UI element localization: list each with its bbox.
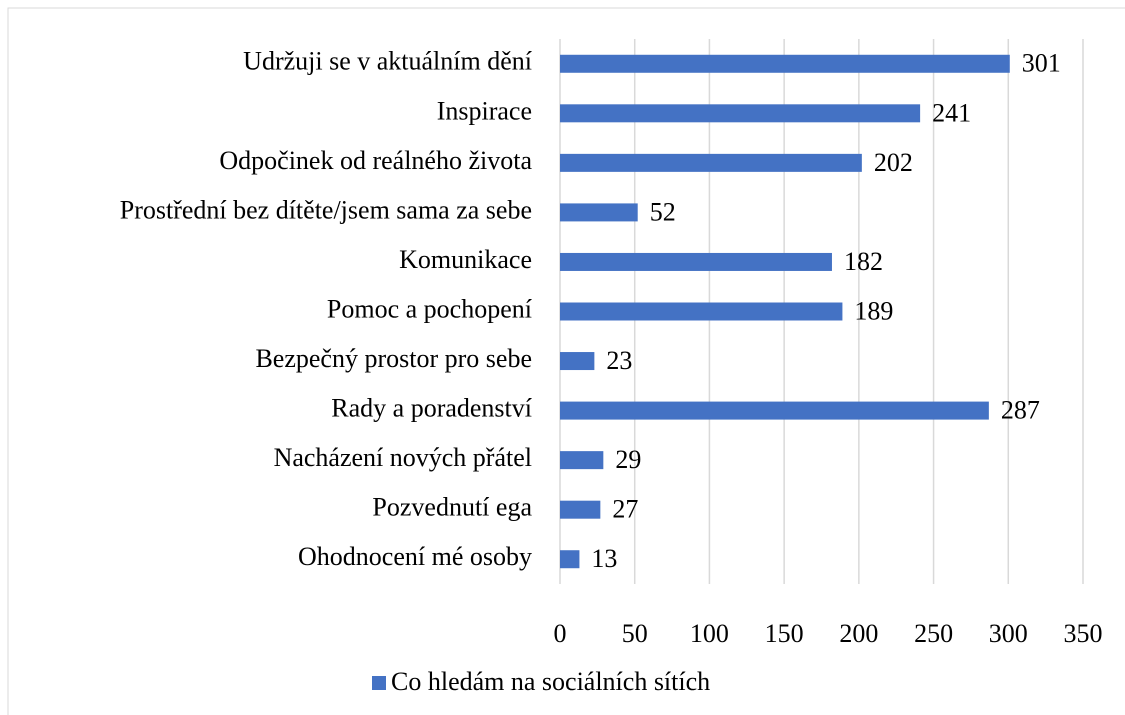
data-label: 13 (591, 544, 617, 573)
data-label: 182 (844, 247, 883, 276)
data-label: 52 (650, 197, 676, 226)
data-label: 189 (854, 296, 893, 325)
x-tick-label: 150 (765, 619, 804, 648)
legend-swatch (372, 676, 386, 690)
bar (560, 104, 921, 123)
y-tick-label: Prostřední bez dítěte/jsem sama za sebe (120, 195, 532, 224)
x-tick-label: 250 (914, 619, 953, 648)
bar (560, 203, 638, 222)
data-label: 29 (615, 445, 641, 474)
data-label: 241 (932, 98, 971, 127)
bar (560, 153, 862, 172)
bar (560, 302, 843, 321)
y-tick-label: Ohodnocení mé osoby (298, 542, 532, 571)
y-tick-label: Komunikace (399, 245, 532, 274)
bar (560, 252, 832, 271)
y-tick-label: Rady a poradenství (331, 394, 532, 423)
bar (560, 401, 989, 420)
x-tick-label: 300 (989, 619, 1028, 648)
data-label: 23 (606, 346, 632, 375)
bar (560, 54, 1010, 73)
y-tick-label: Nacházení nových přátel (274, 443, 532, 472)
legend-label: Co hledám na sociálních sítích (391, 667, 710, 696)
y-tick-label: Bezpečný prostor pro sebe (255, 344, 532, 373)
data-label: 287 (1001, 396, 1040, 425)
y-tick-label: Pozvednutí ega (372, 493, 532, 522)
x-tick-label: 350 (1064, 619, 1103, 648)
x-tick-label: 50 (622, 619, 648, 648)
bar (560, 451, 604, 470)
y-tick-label: Inspirace (437, 96, 532, 125)
bar (560, 352, 595, 371)
y-tick-label: Udržuji se v aktuálním dění (243, 47, 532, 76)
chart-border (7, 7, 1125, 715)
bar (560, 500, 601, 519)
x-tick-label: 200 (839, 619, 878, 648)
data-label: 301 (1022, 49, 1061, 78)
x-tick-label: 0 (554, 619, 567, 648)
x-tick-label: 100 (690, 619, 729, 648)
bar (560, 550, 580, 569)
data-label: 27 (612, 495, 638, 524)
y-tick-label: Pomoc a pochopení (327, 294, 532, 323)
y-tick-label: Odpočinek od reálného života (219, 146, 532, 175)
data-label: 202 (874, 148, 913, 177)
